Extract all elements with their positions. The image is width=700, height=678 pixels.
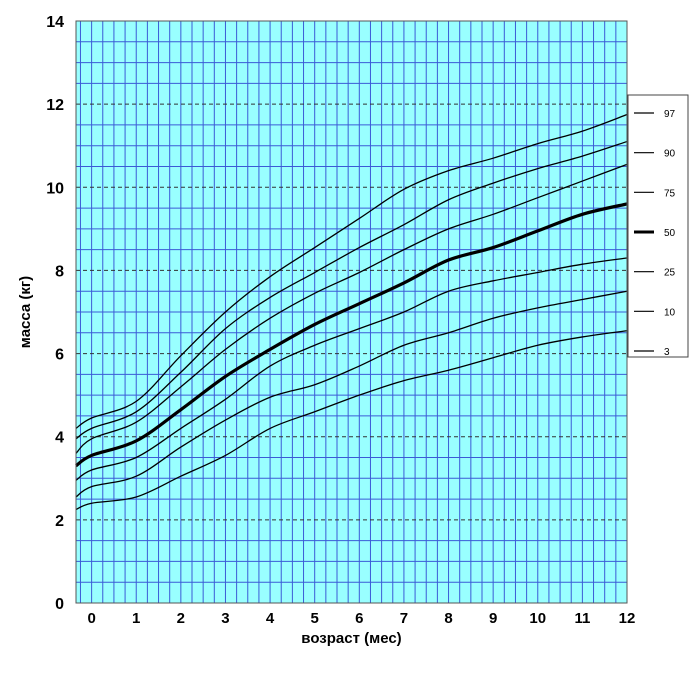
series-line-p25 [75, 257, 628, 481]
legend-label: 90 [664, 149, 676, 160]
y-tick-label: 10 [46, 180, 64, 197]
x-tick-label: 9 [489, 610, 497, 627]
x-tick-label: 2 [177, 610, 185, 627]
y-tick-label: 0 [55, 596, 64, 613]
y-tick-label: 4 [55, 430, 64, 447]
series-line-p10 [75, 290, 628, 498]
series-line-p75 [75, 163, 628, 454]
legend-box [627, 94, 689, 358]
y-tick-label: 2 [55, 513, 64, 530]
series-line-p97 [75, 113, 628, 429]
legend-label: 3 [664, 347, 670, 358]
plot-frame [75, 20, 628, 604]
x-tick-label: 4 [266, 610, 275, 627]
y-axis-title: масса (кг) [17, 276, 34, 348]
series-line-p90 [75, 140, 628, 440]
legend-label: 10 [664, 307, 676, 318]
series-line-p3 [75, 330, 628, 511]
x-tick-label: 5 [311, 610, 319, 627]
x-tick-label: 11 [574, 610, 590, 627]
y-tick-label: 6 [55, 347, 64, 364]
x-tick-label: 7 [400, 610, 408, 627]
grid-minor [76, 20, 628, 604]
x-tick-label: 0 [87, 610, 95, 627]
x-tick-label: 12 [619, 610, 636, 627]
legend-label: 97 [664, 109, 676, 120]
legend-label: 75 [664, 188, 676, 199]
x-tick-label: 10 [529, 610, 546, 627]
y-tick-label: 8 [55, 263, 64, 280]
y-tick-label: 12 [46, 97, 64, 114]
series-line-p50 [75, 202, 628, 468]
y-tick-labels: 0 2 4 6 8 10 12 14 [46, 14, 64, 613]
legend-label: 25 [664, 268, 676, 279]
series-lines [75, 113, 628, 511]
x-tick-label: 3 [221, 610, 229, 627]
legend-label: 50 [664, 228, 676, 239]
y-tick-label: 14 [46, 14, 64, 31]
x-tick-label: 8 [444, 610, 452, 627]
x-tick-labels: 0 1 2 3 4 5 6 7 8 9 10 11 12 [87, 610, 635, 627]
x-axis-title: возраст (мес) [301, 630, 401, 647]
x-tick-label: 1 [132, 610, 140, 627]
legend: 97 90 75 50 25 10 3 [627, 94, 689, 358]
x-tick-label: 6 [355, 610, 363, 627]
